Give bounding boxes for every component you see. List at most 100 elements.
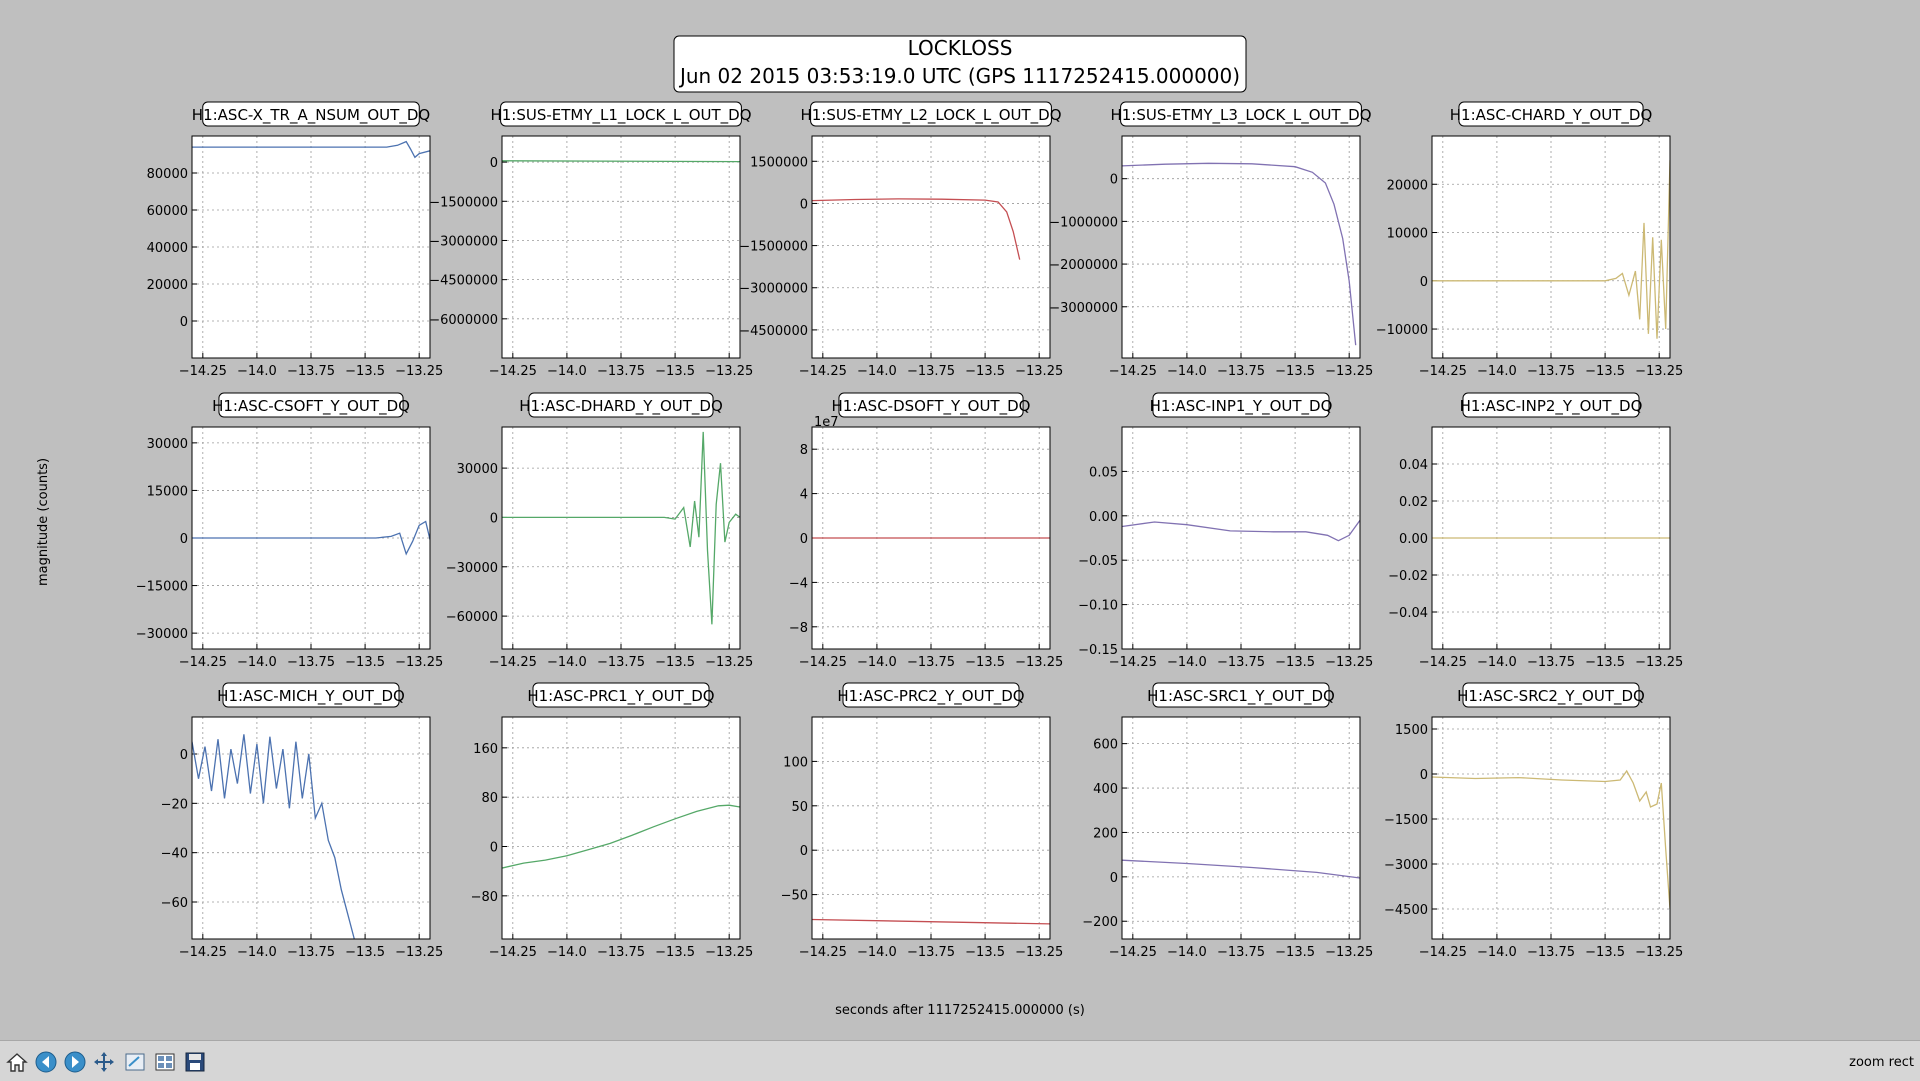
pan-button[interactable] — [91, 1049, 117, 1075]
y-tick-label: −3000000 — [739, 282, 808, 297]
x-tick-label: −14.25 — [799, 945, 847, 960]
x-tick-label: −13.75 — [287, 364, 335, 379]
x-tick-label: −14.0 — [237, 655, 277, 670]
y-tick-label: −0.04 — [1388, 606, 1428, 621]
y-tick-label: 1500000 — [750, 155, 808, 170]
zoom-button[interactable] — [122, 1049, 148, 1075]
subplot-title-box — [1462, 392, 1640, 418]
axes-frame — [191, 716, 431, 940]
y-tick-label: −3000000 — [429, 234, 498, 249]
pan-icon — [94, 1052, 114, 1072]
y-tick-label: 30000 — [457, 462, 498, 477]
subplot-title: H1:ASC-SRC1_Y_OUT_DQ — [1147, 687, 1335, 706]
series-line — [1432, 160, 1670, 339]
y-tick-label: 0 — [800, 844, 808, 859]
subplot-title: H1:ASC-SRC2_Y_OUT_DQ — [1457, 687, 1645, 706]
y-tick-label: −30000 — [446, 561, 498, 576]
x-tick-label: −14.25 — [179, 655, 227, 670]
x-tick-label: −13.25 — [1325, 364, 1373, 379]
x-tick-label: −13.5 — [655, 945, 695, 960]
x-tick-label: −14.0 — [547, 945, 587, 960]
home-icon — [6, 1053, 28, 1072]
y-tick-label: 0.00 — [1089, 510, 1118, 525]
x-tick-label: −13.5 — [345, 655, 385, 670]
x-tick-label: −13.25 — [1635, 655, 1683, 670]
subplot-title-box — [1152, 392, 1330, 418]
x-tick-label: −13.25 — [1325, 945, 1373, 960]
forward-button[interactable] — [62, 1049, 88, 1075]
x-tick-label: −13.5 — [1275, 945, 1315, 960]
x-tick-label: −14.25 — [179, 364, 227, 379]
y-tick-label: 0 — [490, 841, 498, 856]
y-tick-label: 0 — [1110, 871, 1118, 886]
y-tick-label: 0 — [1420, 275, 1428, 290]
x-tick-label: −14.25 — [489, 945, 537, 960]
y-tick-label: −2000000 — [1049, 258, 1118, 273]
x-tick-label: −14.25 — [489, 364, 537, 379]
x-tick-label: −13.75 — [1217, 364, 1265, 379]
y-tick-label: −8 — [789, 621, 808, 636]
x-tick-label: −14.25 — [799, 364, 847, 379]
x-tick-label: −13.5 — [1585, 945, 1625, 960]
back-icon — [35, 1051, 57, 1073]
subplot-title-box — [500, 101, 742, 127]
x-tick-label: −14.0 — [547, 364, 587, 379]
x-tick-label: −14.25 — [1109, 945, 1157, 960]
y-tick-label: 0.02 — [1399, 495, 1428, 510]
x-tick-label: −13.5 — [1585, 655, 1625, 670]
series-line — [1122, 859, 1360, 879]
suptitle-line2: Jun 02 2015 03:53:19.0 UTC (GPS 11172524… — [678, 64, 1240, 88]
y-tick-label: 0 — [800, 532, 808, 547]
zoom-icon — [125, 1053, 145, 1071]
back-button[interactable] — [33, 1049, 59, 1075]
subplot-title: H1:SUS-ETMY_L3_LOCK_L_OUT_DQ — [1110, 106, 1371, 125]
x-tick-label: −14.0 — [1477, 364, 1517, 379]
suptitle-line1: LOCKLOSS — [908, 36, 1013, 60]
y-tick-label: 100 — [783, 755, 808, 770]
subplot-title: H1:ASC-PRC1_Y_OUT_DQ — [527, 687, 714, 706]
y-tick-label: 0 — [490, 511, 498, 526]
axes-frame — [501, 716, 741, 940]
subplot-4: −14.25 −14.0 −13.75 −13.5 −13.25 20000 10000 0 −… — [1376, 101, 1683, 379]
x-tick-label: −13.25 — [395, 945, 443, 960]
subplot-11: −14.25 −14.0 −13.75 −13.5 −13.25 160 80 0 −80 H1:… — [471, 682, 753, 960]
y-tick-label: 0 — [1110, 173, 1118, 188]
subplot-12: −14.25 −14.0 −13.75 −13.5 −13.25 100 50 0 −50 H1:… — [781, 682, 1063, 960]
y-tick-label: 80 — [481, 791, 498, 806]
save-button[interactable] — [182, 1049, 208, 1075]
x-tick-label: −13.25 — [395, 364, 443, 379]
figure-canvas: LOCKLOSS Jun 02 2015 03:53:19.0 UTC (GPS … — [36, 35, 1684, 1018]
series-line — [502, 804, 740, 869]
y-tick-label: −0.15 — [1078, 643, 1118, 658]
axes-frame — [1121, 426, 1361, 650]
y-tick-label: −4500000 — [739, 324, 808, 339]
configure-button[interactable] — [152, 1049, 178, 1075]
subplot-title-box — [1120, 101, 1362, 127]
x-tick-label: −13.25 — [705, 945, 753, 960]
x-tick-label: −13.75 — [597, 655, 645, 670]
y-tick-label: −60 — [161, 896, 188, 911]
subplot-2: −14.25 −14.0 −13.75 −13.5 −13.25 1500000 0 −150… — [739, 101, 1063, 379]
x-tick-label: −13.75 — [1217, 655, 1265, 670]
axes-frame — [1431, 426, 1671, 650]
y-tick-label: −0.05 — [1078, 554, 1118, 569]
home-button[interactable] — [4, 1049, 30, 1075]
x-tick-label: −13.25 — [1015, 945, 1063, 960]
x-tick-label: −14.0 — [857, 364, 897, 379]
y-tick-label: −3000 — [1384, 858, 1428, 873]
x-tick-label: −13.5 — [965, 364, 1005, 379]
axes-frame — [1431, 135, 1671, 359]
series-line — [812, 918, 1050, 925]
y-tick-label: −20 — [161, 797, 188, 812]
y-tick-label: −200 — [1082, 915, 1118, 930]
y-tick-label: 80000 — [147, 167, 188, 182]
axes-frame — [1431, 716, 1671, 940]
x-tick-label: −13.75 — [907, 945, 955, 960]
y-tick-label: 400 — [1093, 782, 1118, 797]
x-tick-label: −14.25 — [799, 655, 847, 670]
y-tick-label: 0.04 — [1399, 458, 1428, 473]
y-tick-label: 1500 — [1395, 723, 1428, 738]
subplot-title-box — [810, 101, 1052, 127]
x-tick-label: −13.5 — [655, 364, 695, 379]
y-tick-label: −1500 — [1384, 813, 1428, 828]
